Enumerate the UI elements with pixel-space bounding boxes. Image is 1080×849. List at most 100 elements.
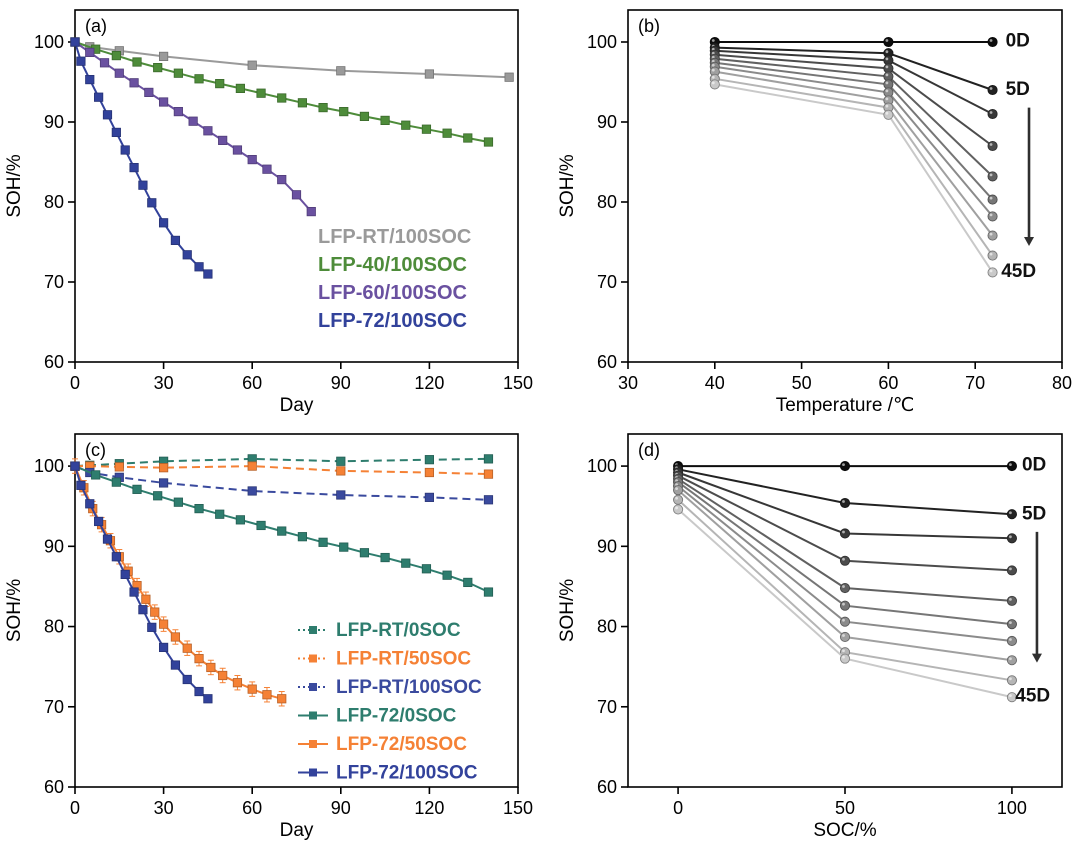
square-marker	[424, 492, 435, 502]
chart-b: 30 40 50 60 70 80 60 70 80 90 100 Temperature /℃ SOH…	[557, 9, 1072, 416]
series-line	[714, 65, 994, 218]
x-tick-label: 30	[618, 373, 638, 393]
square-marker	[297, 532, 308, 542]
y-tick-label: 60	[597, 352, 617, 372]
down-arrow-head	[1024, 237, 1035, 246]
square-marker	[215, 79, 225, 89]
square-marker	[401, 120, 411, 130]
square-marker	[173, 107, 183, 117]
square-marker	[247, 461, 257, 471]
square-marker	[138, 605, 148, 615]
square-marker	[129, 162, 139, 173]
y-tick-label: 70	[597, 272, 617, 292]
sphere-highlight	[842, 602, 845, 606]
square-marker	[194, 686, 204, 697]
square-marker	[232, 145, 243, 155]
sphere-highlight	[989, 232, 993, 236]
series-line	[677, 478, 1012, 602]
sphere-marker	[709, 79, 720, 90]
square-marker	[297, 98, 308, 108]
square-marker	[483, 137, 494, 147]
x-tick-label: 0	[70, 798, 80, 818]
square-marker	[76, 480, 86, 490]
square-marker	[483, 469, 494, 479]
y-tick-label: 70	[597, 697, 617, 717]
square-marker	[129, 587, 139, 597]
sphere-highlight	[885, 65, 889, 69]
y-tick-label: 90	[597, 112, 617, 132]
legend-marker-sample	[309, 626, 317, 634]
y-axis-label: SOH/%	[557, 579, 578, 642]
sphere-marker	[1006, 655, 1017, 666]
annotation-0D: 0D	[1022, 454, 1046, 475]
series-line	[74, 457, 489, 468]
sphere-marker	[987, 171, 998, 182]
square-marker	[158, 97, 169, 107]
legend-marker-sample	[309, 654, 317, 663]
sphere-highlight	[675, 496, 678, 500]
legend-entry-LFP-40/100SOC: LFP-40/100SOC	[318, 254, 467, 276]
y-tick-label: 80	[597, 617, 617, 637]
sphere-marker	[987, 36, 998, 48]
x-tick-label: 70	[965, 373, 985, 393]
sphere-marker	[1006, 509, 1017, 520]
square-marker	[111, 477, 121, 487]
series-30D	[673, 481, 1017, 647]
square-marker	[336, 456, 346, 466]
chart-d: 0 50 100 60 70 80 90 100 SOC/% SOH/% (d) 0D 5D 45D	[557, 433, 1063, 841]
square-marker	[70, 37, 80, 47]
series-LFP-72/0SOC	[70, 461, 494, 597]
square-marker	[247, 684, 257, 694]
y-axis-label: SOH/%	[557, 154, 578, 217]
series-20D	[673, 473, 1017, 606]
square-marker	[138, 180, 148, 190]
sphere-highlight	[885, 39, 889, 42]
sphere-highlight	[1009, 638, 1012, 641]
square-marker	[424, 455, 435, 465]
square-marker	[158, 478, 169, 488]
x-tick-label: 30	[154, 798, 174, 818]
square-marker	[380, 552, 390, 563]
square-marker	[218, 135, 228, 145]
square-marker	[424, 69, 435, 79]
x-tick-label: 90	[331, 373, 351, 393]
sphere-highlight	[842, 655, 845, 659]
square-marker	[132, 57, 142, 67]
square-marker	[247, 154, 257, 165]
sphere-highlight	[885, 89, 889, 93]
legend-label: LFP-72/50SOC	[336, 734, 467, 755]
square-marker	[170, 632, 181, 642]
square-marker	[147, 622, 157, 632]
sphere-highlight	[711, 68, 715, 72]
series-5D	[673, 464, 1017, 520]
square-marker	[483, 587, 494, 597]
sphere-marker	[987, 140, 998, 152]
sphere-highlight	[1009, 463, 1012, 466]
chart-panel-a: 0 30 60 90 120 150 60 70 80 90 100 Day SOH/% (a) LFP-R…	[0, 0, 540, 424]
x-axis-label: Temperature /℃	[776, 395, 915, 416]
sphere-marker	[1006, 675, 1017, 686]
square-marker	[442, 128, 452, 138]
square-marker	[203, 694, 213, 704]
sphere-highlight	[1009, 597, 1012, 601]
sphere-highlight	[675, 506, 678, 510]
square-marker	[256, 88, 266, 98]
legend-entry-LFP-RT/100SOC: LFP-RT/100SOC	[298, 677, 482, 698]
square-marker	[235, 83, 245, 93]
chart-c: 0 30 60 90 120 150 60 70 80 90 100 Day SOH/% (c) LFP-R…	[4, 433, 533, 841]
x-tick-label: 0	[70, 373, 80, 393]
x-tick-label: 80	[1052, 373, 1072, 393]
legend-entry-LFP-72/50SOC: LFP-72/50SOC	[298, 734, 467, 755]
y-tick-label: 100	[34, 32, 64, 52]
square-marker	[158, 619, 169, 629]
square-marker	[141, 594, 151, 604]
square-marker	[277, 526, 287, 536]
square-marker	[215, 509, 225, 519]
sphere-highlight	[711, 75, 715, 79]
x-tick-label: 120	[414, 798, 444, 818]
square-marker	[102, 534, 113, 544]
sphere-marker	[839, 528, 851, 539]
square-marker	[153, 491, 163, 501]
square-marker	[102, 110, 113, 120]
y-tick-label: 60	[44, 777, 64, 797]
